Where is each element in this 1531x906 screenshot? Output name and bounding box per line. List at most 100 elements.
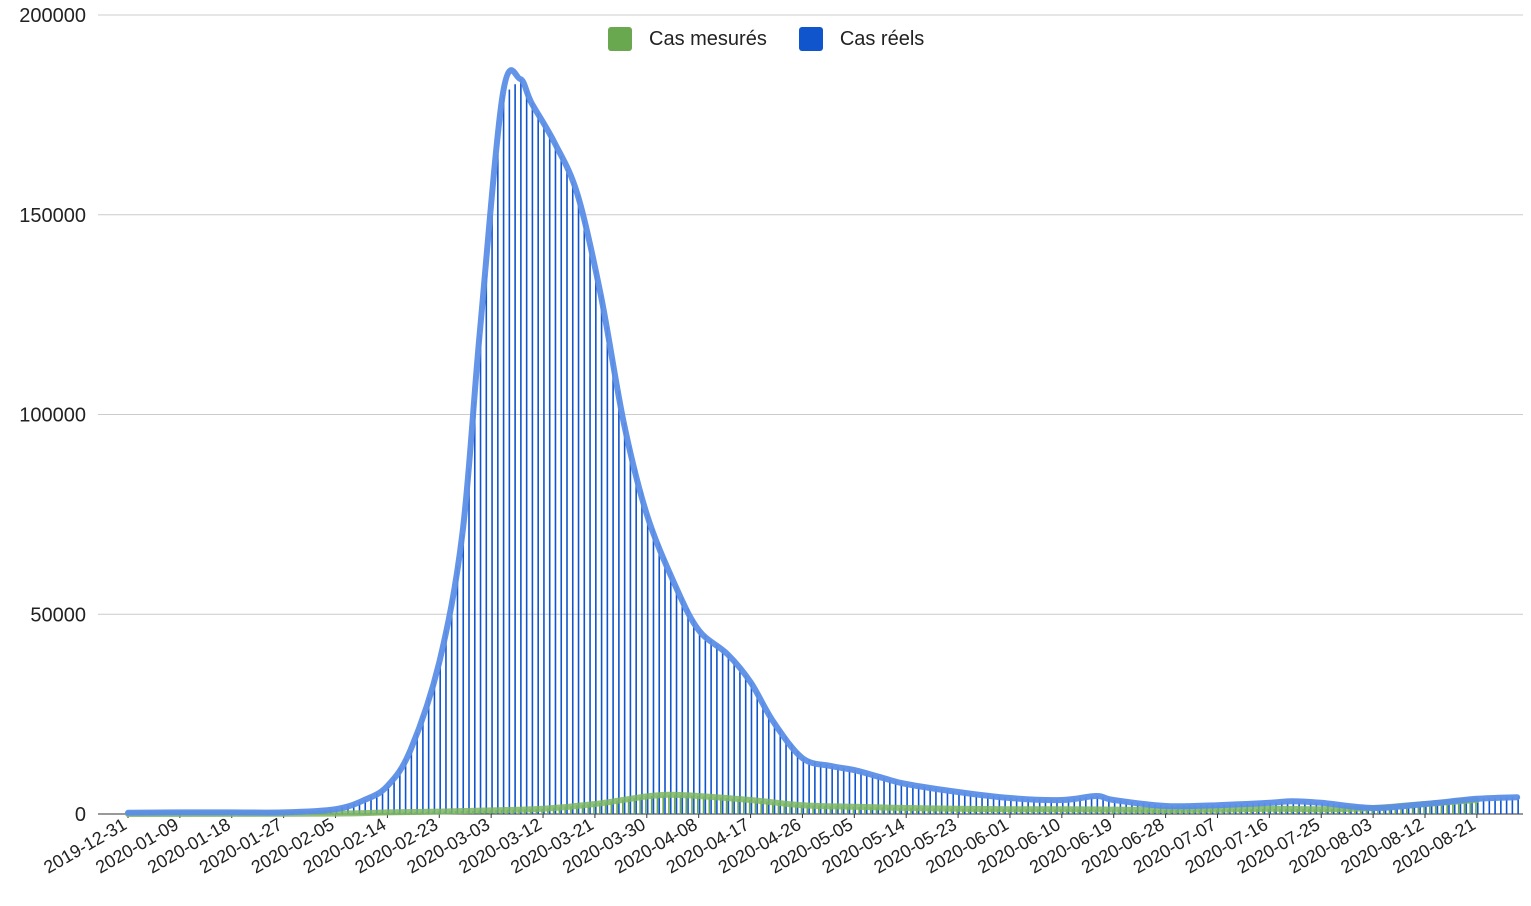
legend-item-cas-mesures[interactable]: Cas mesurés — [608, 27, 767, 51]
bar-cas-reels — [894, 781, 897, 814]
legend-item-cas-reels[interactable]: Cas réels — [798, 27, 925, 51]
bar-cas-reels — [1015, 798, 1018, 814]
bar-cas-mesures — [1411, 804, 1414, 814]
bar-cas-reels — [744, 675, 747, 814]
bar-cas-reels — [1396, 806, 1398, 814]
bar-cas-reels — [842, 768, 845, 814]
bar-cas-mesures — [656, 795, 659, 814]
bar-cas-mesures — [1463, 800, 1466, 814]
bar-cas-mesures — [1452, 801, 1454, 814]
bar-cas-reels — [814, 761, 816, 814]
bar-cas-reels — [883, 778, 885, 814]
bar-cas-reels — [987, 795, 989, 814]
legend-label-cas-mesures: Cas mesurés — [649, 27, 767, 50]
bar-cas-mesures — [1440, 802, 1443, 814]
bar-cas-reels — [935, 788, 937, 814]
bar-cas-mesures — [616, 800, 618, 814]
bar-cas-reels — [1085, 797, 1087, 814]
bar-cas-mesures — [789, 804, 791, 814]
legend-swatch-cas-reels — [798, 27, 823, 51]
bar-cas-mesures — [564, 806, 566, 814]
bar-cas-reels — [566, 168, 568, 814]
legend-label-cas-reels: Cas réels — [839, 27, 925, 50]
bar-cas-reels — [721, 649, 724, 814]
bar-cas-reels — [981, 794, 983, 814]
bar-cas-reels — [785, 736, 787, 814]
bar-cas-reels — [716, 644, 718, 814]
bar-cas-reels — [1476, 798, 1479, 814]
bar-cas-mesures — [760, 801, 762, 814]
bar-cas-mesures — [771, 802, 774, 814]
bar-cas-reels — [1517, 797, 1519, 814]
bar-cas-reels — [940, 789, 943, 814]
bar-cas-reels — [1465, 799, 1468, 814]
bar-cas-reels — [652, 528, 655, 814]
bar-cas-mesures — [668, 794, 670, 814]
bar-cas-reels — [704, 635, 707, 814]
bar-cas-reels — [445, 630, 447, 814]
bar-cas-mesures — [777, 802, 780, 814]
bar-cas-reels — [825, 764, 828, 814]
bar-cas-reels — [543, 122, 545, 815]
bar-cas-reels — [525, 90, 528, 814]
bar-cas-reels — [819, 762, 822, 814]
bar-cas-reels — [871, 774, 874, 814]
bar-cas-mesures — [864, 807, 866, 814]
bar-cas-reels — [802, 758, 805, 814]
bar-cas-mesures — [575, 805, 578, 814]
bar-cas-reels — [560, 155, 563, 814]
bar-cas-reels — [1108, 798, 1110, 814]
bar-cas-reels — [958, 792, 960, 814]
bar-cas-reels — [1442, 802, 1444, 814]
bar-cas-mesures — [806, 805, 809, 814]
bar-cas-mesures — [633, 798, 636, 814]
bar-cas-mesures — [570, 806, 572, 814]
bar-cas-reels — [612, 358, 614, 814]
bar-cas-reels — [1425, 804, 1427, 814]
bar-cas-reels — [646, 514, 649, 815]
bar-cas-mesures — [783, 803, 786, 814]
bar-cas-reels — [791, 743, 793, 814]
bar-cas-reels — [963, 792, 966, 814]
bar-cas-mesures — [679, 795, 682, 814]
bar-cas-mesures — [691, 795, 693, 814]
bar-cas-reels — [577, 194, 580, 814]
bar-cas-reels — [917, 785, 920, 814]
bar-cas-reels — [1407, 805, 1410, 814]
bar-cas-reels — [923, 786, 926, 814]
bar-cas-reels — [393, 777, 395, 814]
bar-cas-mesures — [593, 804, 595, 814]
bar-cas-reels — [1453, 801, 1456, 814]
bar-cas-mesures — [1446, 802, 1448, 814]
bar-cas-reels — [433, 679, 436, 814]
bar-cas-reels — [479, 334, 482, 814]
bar-cas-reels — [658, 543, 661, 814]
bar-cas-reels — [1102, 797, 1104, 814]
bar-cas-reels — [1402, 805, 1404, 814]
bar-cas-reels — [998, 796, 1001, 814]
bar-cas-reels — [693, 619, 695, 814]
bar-cas-reels — [710, 639, 712, 814]
bar-cas-mesures — [622, 799, 624, 814]
bar-cas-reels — [1494, 798, 1496, 814]
bar-cas-mesures — [581, 805, 584, 814]
bar-cas-reels — [427, 697, 430, 814]
bar-cas-mesures — [627, 798, 630, 814]
bar-cas-mesures — [1475, 800, 1477, 814]
bar-cas-mesures — [708, 796, 711, 814]
bar-cas-mesures — [818, 805, 820, 814]
bar-cas-reels — [796, 750, 799, 814]
bar-cas-reels — [450, 598, 453, 814]
y-tick-label: 50000 — [30, 604, 86, 626]
bar-cas-reels — [589, 244, 591, 814]
trend-line-cas-reels — [125, 67, 1521, 816]
bar-cas-mesures — [869, 807, 872, 814]
bar-cas-reels — [531, 102, 534, 814]
bar-cas-mesures — [841, 806, 843, 814]
bar-cas-mesures — [714, 797, 716, 814]
y-tick-label: 200000 — [19, 5, 86, 27]
bar-cas-reels — [502, 94, 505, 814]
bar-cas-reels — [750, 682, 753, 814]
legend-swatch-cas-mesures — [608, 27, 632, 51]
bar-cas-reels — [952, 791, 955, 814]
